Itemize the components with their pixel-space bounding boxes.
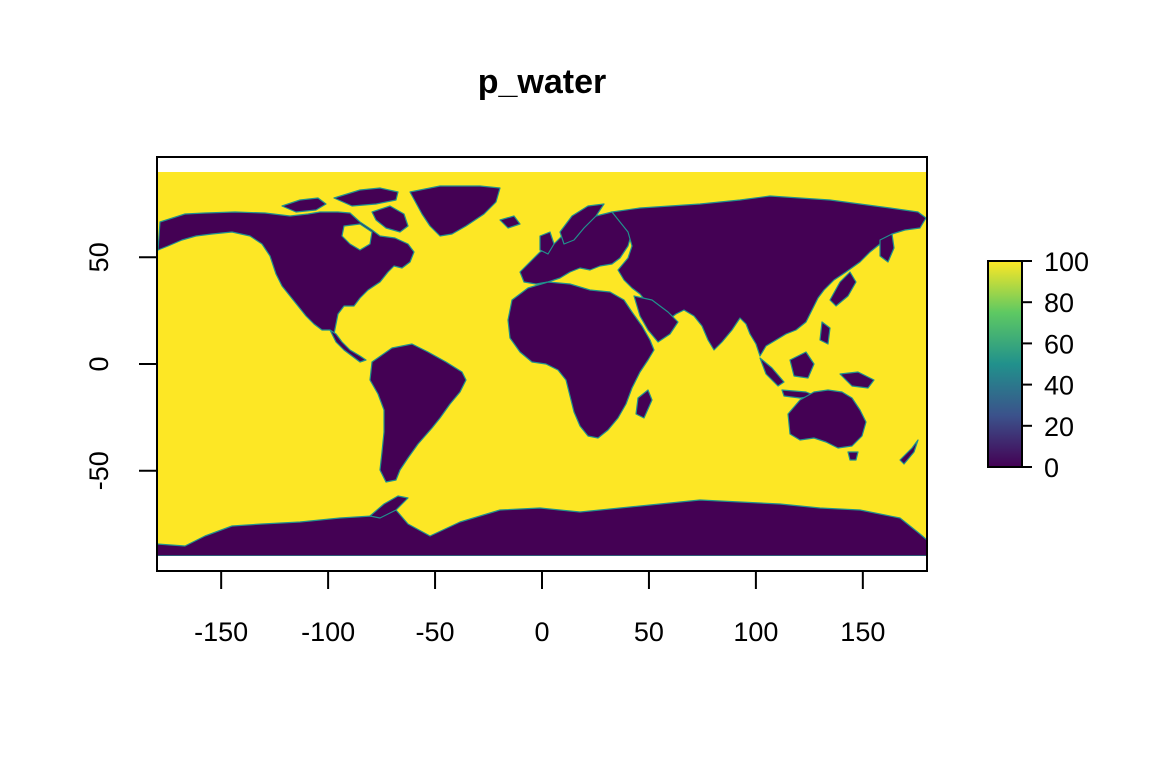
map-title: p_water bbox=[478, 63, 607, 101]
australia-landmass bbox=[787, 389, 867, 449]
scandinavia bbox=[559, 203, 605, 245]
x-tick-label: -100 bbox=[301, 617, 355, 647]
kamchatka bbox=[879, 233, 895, 263]
x-tick-label: 50 bbox=[634, 617, 664, 647]
x-tick-label: -50 bbox=[416, 617, 455, 647]
x-tick-label: 150 bbox=[840, 617, 885, 647]
greenland-landmass bbox=[409, 185, 501, 237]
legend-tick-label: 40 bbox=[1044, 371, 1074, 401]
africa-landmass bbox=[507, 281, 655, 439]
antarctic-peninsula bbox=[369, 495, 409, 519]
y-tick-label: 50 bbox=[84, 242, 114, 272]
x-tick-label: 100 bbox=[733, 617, 778, 647]
arabian-peninsula bbox=[633, 295, 679, 343]
hudson-bay bbox=[341, 223, 373, 251]
british-isles bbox=[539, 231, 555, 255]
new-zealand bbox=[899, 439, 919, 465]
legend-tick-label: 100 bbox=[1044, 247, 1089, 277]
arctic-archipelago bbox=[281, 197, 327, 213]
central-america-landmass bbox=[329, 329, 367, 363]
color-legend: 100 80 60 40 20 0 bbox=[987, 247, 1089, 483]
philippines bbox=[819, 321, 831, 345]
y-tick-label: 0 bbox=[84, 356, 114, 371]
x-axis: -150 -100 -50 0 50 100 150 bbox=[194, 570, 885, 647]
x-tick-label: -150 bbox=[194, 617, 248, 647]
legend-tick-label: 60 bbox=[1044, 329, 1074, 359]
legend-tick-label: 0 bbox=[1044, 453, 1059, 483]
sumatra bbox=[759, 357, 785, 387]
south-america-landmass bbox=[369, 343, 467, 483]
x-tick-label: 0 bbox=[534, 617, 549, 647]
madagascar bbox=[635, 389, 653, 419]
iceland bbox=[499, 215, 521, 229]
baffin-island bbox=[371, 205, 409, 233]
y-tick-label: -50 bbox=[84, 451, 114, 490]
y-axis: 50 0 -50 bbox=[84, 242, 158, 490]
land-raster bbox=[157, 185, 927, 556]
europe-landmass bbox=[519, 211, 633, 285]
ellesmere-island bbox=[333, 187, 399, 207]
japan bbox=[829, 271, 857, 307]
legend-tick-label: 20 bbox=[1044, 412, 1074, 442]
antarctica-landmass bbox=[157, 499, 927, 556]
new-guinea bbox=[839, 371, 875, 389]
tasmania bbox=[847, 451, 859, 461]
legend-colorbar bbox=[987, 260, 1023, 468]
borneo bbox=[789, 351, 815, 379]
legend-ticks: 100 80 60 40 20 0 bbox=[1022, 247, 1089, 483]
legend-tick-label: 80 bbox=[1044, 288, 1074, 318]
